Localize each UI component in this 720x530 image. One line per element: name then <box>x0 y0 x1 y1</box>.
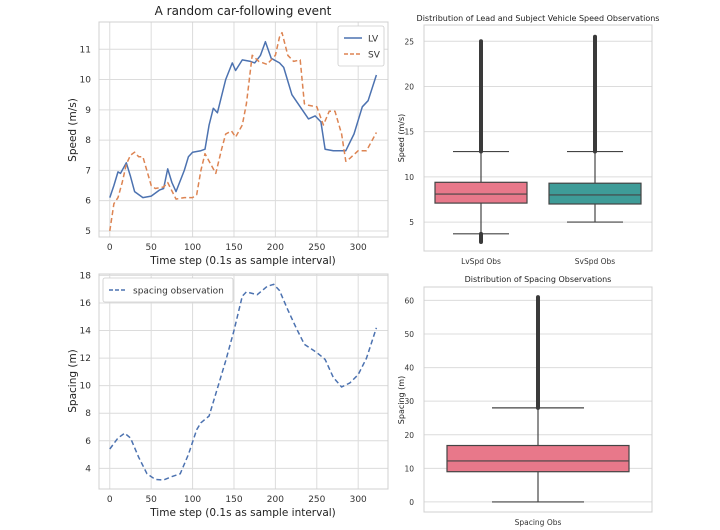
y-tick-label: 10 <box>404 464 414 473</box>
x-tick-label: 200 <box>267 243 284 253</box>
x-tick-label: 50 <box>145 495 157 505</box>
plot-frame <box>423 286 653 513</box>
iqr-box <box>446 444 630 473</box>
y-tick-label: 20 <box>404 431 414 440</box>
y-tick-label: 5 <box>85 227 91 237</box>
y-tick-label: 20 <box>404 82 414 91</box>
chart-title-speed-box: Distribution of Lead and Subject Vehicle… <box>417 14 660 23</box>
ylabel-speed-box: Speed (m/s) <box>397 114 406 163</box>
series-line-lv <box>109 40 378 199</box>
box-spacing-obs <box>446 295 630 503</box>
x-tick-label: 200 <box>267 495 284 505</box>
y-tick-label: 25 <box>404 37 414 46</box>
legend-label: SV <box>368 51 381 61</box>
y-tick-label: 6 <box>85 437 91 447</box>
x-tick-label: 0 <box>107 495 113 505</box>
y-tick-label: 40 <box>404 364 414 373</box>
y-tick-label: 8 <box>85 409 91 419</box>
chart-title-speed: A random car-following event <box>155 4 332 18</box>
ylabel-speed: Speed (m/s) <box>67 98 79 162</box>
x-tick-label: 150 <box>225 495 242 505</box>
y-tick-label: 16 <box>80 299 92 309</box>
y-tick-label: 60 <box>404 296 414 305</box>
x-tick-label: 100 <box>184 495 201 505</box>
y-tick-label: 50 <box>404 330 414 339</box>
iqr-box <box>434 181 528 204</box>
ylabel-spacing-box: Spacing (m) <box>397 376 406 424</box>
y-tick-label: 5 <box>409 218 414 227</box>
plot-frame <box>98 21 389 238</box>
y-tick-label: 11 <box>80 45 91 55</box>
box-lvspd-obs <box>434 39 528 244</box>
xlabel-speed: Time step (0.1s as sample interval) <box>149 255 336 267</box>
y-tick-label: 10 <box>404 173 414 182</box>
x-tick-label: 300 <box>350 495 367 505</box>
y-tick-label: 6 <box>85 197 91 207</box>
x-tick-label: SvSpd Obs <box>575 257 616 266</box>
y-tick-label: 18 <box>80 271 92 281</box>
series-line-spacing-observation <box>109 283 378 481</box>
x-tick-label: 50 <box>145 243 157 253</box>
y-tick-label: 7 <box>85 166 91 176</box>
ylabel-spacing: Spacing (m) <box>67 349 79 413</box>
x-tick-label: 250 <box>308 243 325 253</box>
x-tick-label: Spacing Obs <box>515 518 562 527</box>
x-tick-label: 300 <box>350 243 367 253</box>
y-tick-label: 9 <box>85 106 91 116</box>
iqr-box <box>548 182 642 205</box>
x-tick-label: 0 <box>107 243 113 253</box>
y-tick-label: 0 <box>409 498 414 507</box>
y-tick-label: 10 <box>80 382 92 392</box>
plot-frame <box>98 273 389 490</box>
xlabel-spacing: Time step (0.1s as sample interval) <box>149 507 336 519</box>
legend-box <box>337 25 385 67</box>
x-tick-label: 150 <box>225 243 242 253</box>
legend-label: spacing observation <box>133 287 224 297</box>
y-tick-label: 8 <box>85 136 91 146</box>
y-tick-label: 4 <box>85 464 91 474</box>
y-tick-label: 10 <box>80 76 92 86</box>
legend-label: LV <box>368 35 379 45</box>
y-tick-label: 12 <box>80 354 91 364</box>
y-tick-label: 14 <box>80 327 92 337</box>
y-tick-label: 15 <box>404 128 414 137</box>
legend: spacing observation <box>102 277 234 303</box>
x-tick-label: 100 <box>184 243 201 253</box>
x-tick-label: 250 <box>308 495 325 505</box>
box-svspd-obs <box>548 34 642 223</box>
legend: LV SV <box>337 25 385 67</box>
series-line-sv <box>109 31 378 232</box>
y-tick-label: 30 <box>404 397 414 406</box>
x-tick-label: LvSpd Obs <box>461 257 501 266</box>
legend-box <box>102 277 234 303</box>
chart-title-spacing-box: Distribution of Spacing Observations <box>465 275 612 284</box>
plot-frame <box>423 24 653 252</box>
